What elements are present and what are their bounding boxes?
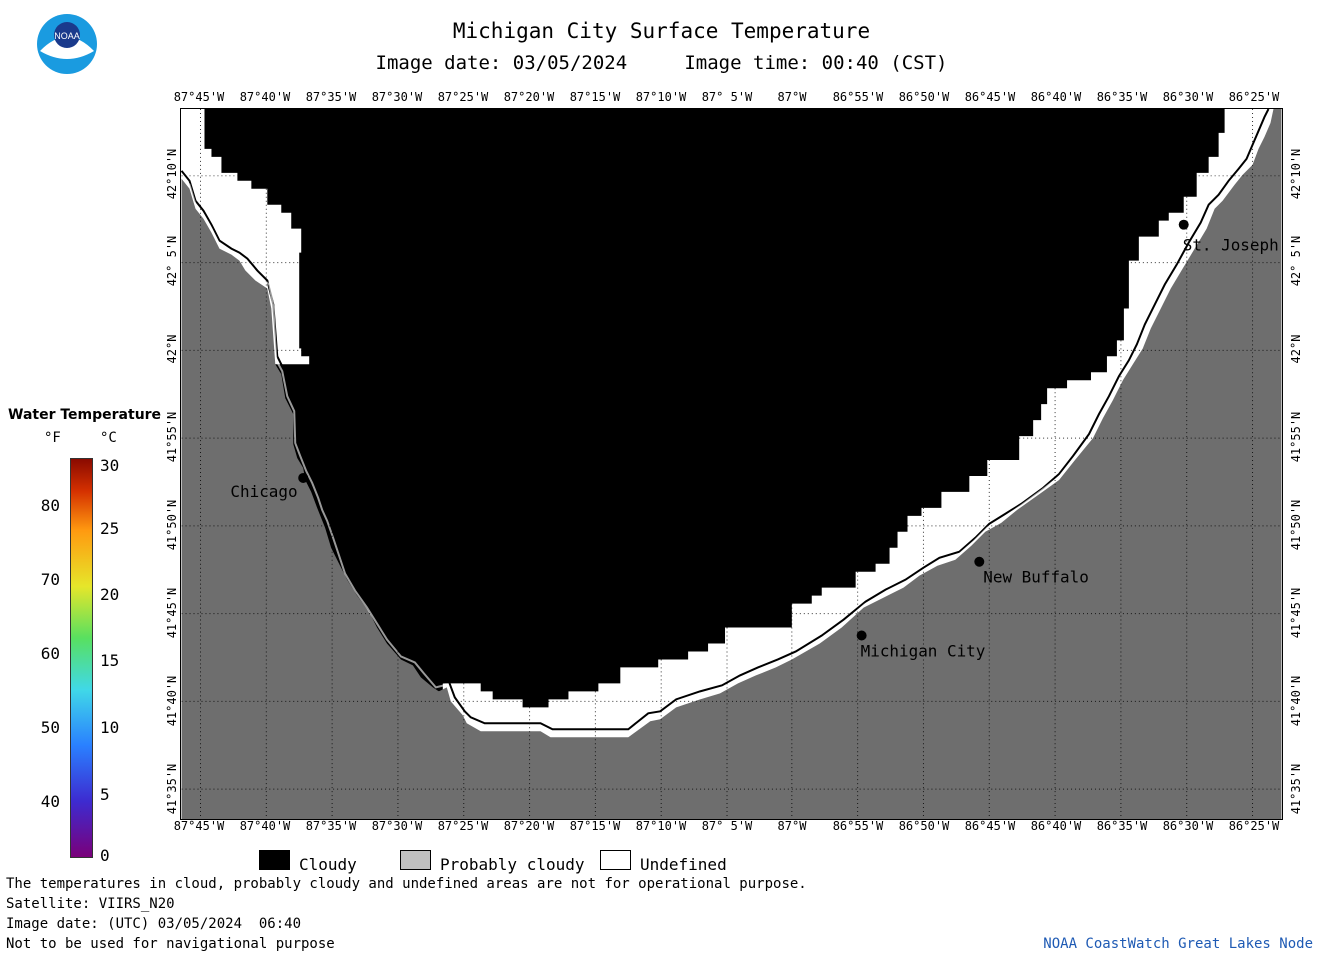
longitude-label: 87°10'W bbox=[635, 90, 687, 104]
latitude-label: 42°N bbox=[165, 334, 179, 364]
latitude-label: 41°55'N bbox=[1289, 411, 1303, 463]
city-label: Chicago bbox=[230, 482, 297, 501]
longitude-label: 86°50'W bbox=[898, 90, 950, 104]
celsius-tick: 5 bbox=[100, 785, 110, 804]
longitude-label: 87°25'W bbox=[437, 819, 489, 833]
fahrenheit-tick: 40 bbox=[40, 792, 60, 811]
longitude-label: 86°30'W bbox=[1162, 819, 1214, 833]
longitude-label: 86°50'W bbox=[898, 819, 950, 833]
celsius-tick: 20 bbox=[100, 585, 120, 604]
longitude-label: 86°55'W bbox=[832, 819, 884, 833]
longitude-label: 87°45'W bbox=[173, 819, 225, 833]
longitude-label: 86°30'W bbox=[1162, 90, 1214, 104]
undefined-label: Undefined bbox=[640, 855, 727, 874]
city-marker bbox=[298, 472, 309, 483]
lake-map: Chicago St. Joseph New Buffalo Michigan Cit… bbox=[180, 108, 1283, 820]
longitude-label: 86°45'W bbox=[964, 819, 1016, 833]
latitude-label: 42° 5'N bbox=[1289, 235, 1303, 287]
latitude-label: 41°55'N bbox=[165, 411, 179, 463]
coastline bbox=[181, 109, 1270, 731]
latitude-label: 41°40'N bbox=[165, 675, 179, 727]
city-marker bbox=[856, 630, 867, 641]
celsius-tick: 10 bbox=[100, 718, 120, 737]
longitude-label: 87°20'W bbox=[503, 819, 555, 833]
longitude-label: 87°35'W bbox=[305, 819, 357, 833]
navigation-warning: Not to be used for navigational purpose bbox=[6, 936, 335, 952]
longitude-label: 87°30'W bbox=[371, 819, 423, 833]
longitude-label: 86°25'W bbox=[1228, 819, 1280, 833]
longitude-label: 86°40'W bbox=[1030, 90, 1082, 104]
unit-fahrenheit: °F bbox=[44, 430, 61, 446]
latitude-label: 41°50'N bbox=[165, 499, 179, 551]
city-markers: Chicago St. Joseph New Buffalo Michigan Cit… bbox=[230, 219, 1279, 660]
latitude-label: 41°35'N bbox=[165, 763, 179, 815]
legend-title: Water Temperature bbox=[8, 407, 162, 423]
latitude-label: 42°N bbox=[1289, 334, 1303, 364]
longitude-label: 87°W bbox=[777, 819, 807, 833]
temperature-colorbar bbox=[70, 458, 93, 858]
longitude-label: 86°35'W bbox=[1096, 90, 1148, 104]
longitude-label: 86°55'W bbox=[832, 90, 884, 104]
city-label: New Buffalo bbox=[983, 568, 1089, 587]
longitude-label: 87°40'W bbox=[239, 819, 291, 833]
longitude-label: 86°35'W bbox=[1096, 819, 1148, 833]
longitude-label: 87°30'W bbox=[371, 90, 423, 104]
image-date-time: Image date: 03/05/2024 Image time: 00:40… bbox=[375, 52, 948, 74]
logo-text: NOAA bbox=[54, 31, 80, 41]
longitude-label: 87°25'W bbox=[437, 90, 489, 104]
latitude-label: 41°35'N bbox=[1289, 763, 1303, 815]
latitude-label: 42°10'N bbox=[165, 148, 179, 200]
longitude-label: 86°45'W bbox=[964, 90, 1016, 104]
latitude-label: 42° 5'N bbox=[165, 235, 179, 287]
satellite-text: Satellite: VIIRS_N20 bbox=[6, 896, 175, 912]
longitude-label: 87°35'W bbox=[305, 90, 357, 104]
noaa-logo: NOAA bbox=[37, 14, 97, 74]
longitude-label: 87° 5'W bbox=[701, 90, 753, 104]
credit-link[interactable]: NOAA CoastWatch Great Lakes Node bbox=[1043, 936, 1313, 952]
fahrenheit-tick: 50 bbox=[40, 718, 60, 737]
city-label: Michigan City bbox=[861, 641, 986, 660]
longitude-label: 87° 5'W bbox=[701, 819, 753, 833]
unit-celsius: °C bbox=[100, 430, 117, 446]
celsius-tick: 25 bbox=[100, 519, 120, 538]
longitude-label: 87°15'W bbox=[569, 90, 621, 104]
celsius-tick: 0 bbox=[100, 846, 110, 865]
city-marker bbox=[1178, 219, 1189, 230]
fahrenheit-tick: 60 bbox=[40, 644, 60, 663]
cloudy-swatch bbox=[259, 850, 290, 870]
latitude-label: 41°40'N bbox=[1289, 675, 1303, 727]
probably-cloudy-swatch bbox=[400, 850, 431, 870]
longitude-labels-top: 87°45'W 87°40'W 87°35'W 87°30'W 87°25'W 87°20… bbox=[0, 90, 1323, 110]
page-title: Michigan City Surface Temperature bbox=[452, 19, 871, 43]
latitude-label: 41°45'N bbox=[165, 587, 179, 639]
latitude-label: 41°45'N bbox=[1289, 587, 1303, 639]
fahrenheit-tick: 80 bbox=[40, 496, 60, 515]
city-marker bbox=[974, 556, 985, 567]
celsius-tick: 15 bbox=[100, 651, 120, 670]
celsius-tick: 30 bbox=[100, 456, 120, 475]
longitude-label: 87°W bbox=[777, 90, 807, 104]
latitude-label: 42°10'N bbox=[1289, 148, 1303, 200]
longitude-label: 87°20'W bbox=[503, 90, 555, 104]
utc-date-text: Image date: (UTC) 03/05/2024 06:40 bbox=[6, 916, 302, 932]
longitude-labels-bottom: 87°45'W 87°40'W 87°35'W 87°30'W 87°25'W 87°20… bbox=[0, 819, 1323, 839]
cloudy-area bbox=[204, 109, 1225, 708]
probably-cloudy-label: Probably cloudy bbox=[440, 855, 585, 874]
fahrenheit-tick: 70 bbox=[40, 570, 60, 589]
longitude-label: 86°40'W bbox=[1030, 819, 1082, 833]
undefined-swatch bbox=[600, 850, 631, 870]
longitude-label: 87°15'W bbox=[569, 819, 621, 833]
latitude-label: 41°50'N bbox=[1289, 499, 1303, 551]
longitude-label: 86°25'W bbox=[1228, 90, 1280, 104]
longitude-label: 87°40'W bbox=[239, 90, 291, 104]
land-area bbox=[181, 109, 1282, 819]
graticule bbox=[181, 109, 1282, 819]
longitude-label: 87°45'W bbox=[173, 90, 225, 104]
longitude-label: 87°10'W bbox=[635, 819, 687, 833]
disclaimer-text: The temperatures in cloud, probably clou… bbox=[6, 876, 807, 892]
city-label: St. Joseph bbox=[1183, 236, 1279, 255]
cloudy-label: Cloudy bbox=[299, 855, 357, 874]
coastline-inner bbox=[181, 109, 1273, 735]
